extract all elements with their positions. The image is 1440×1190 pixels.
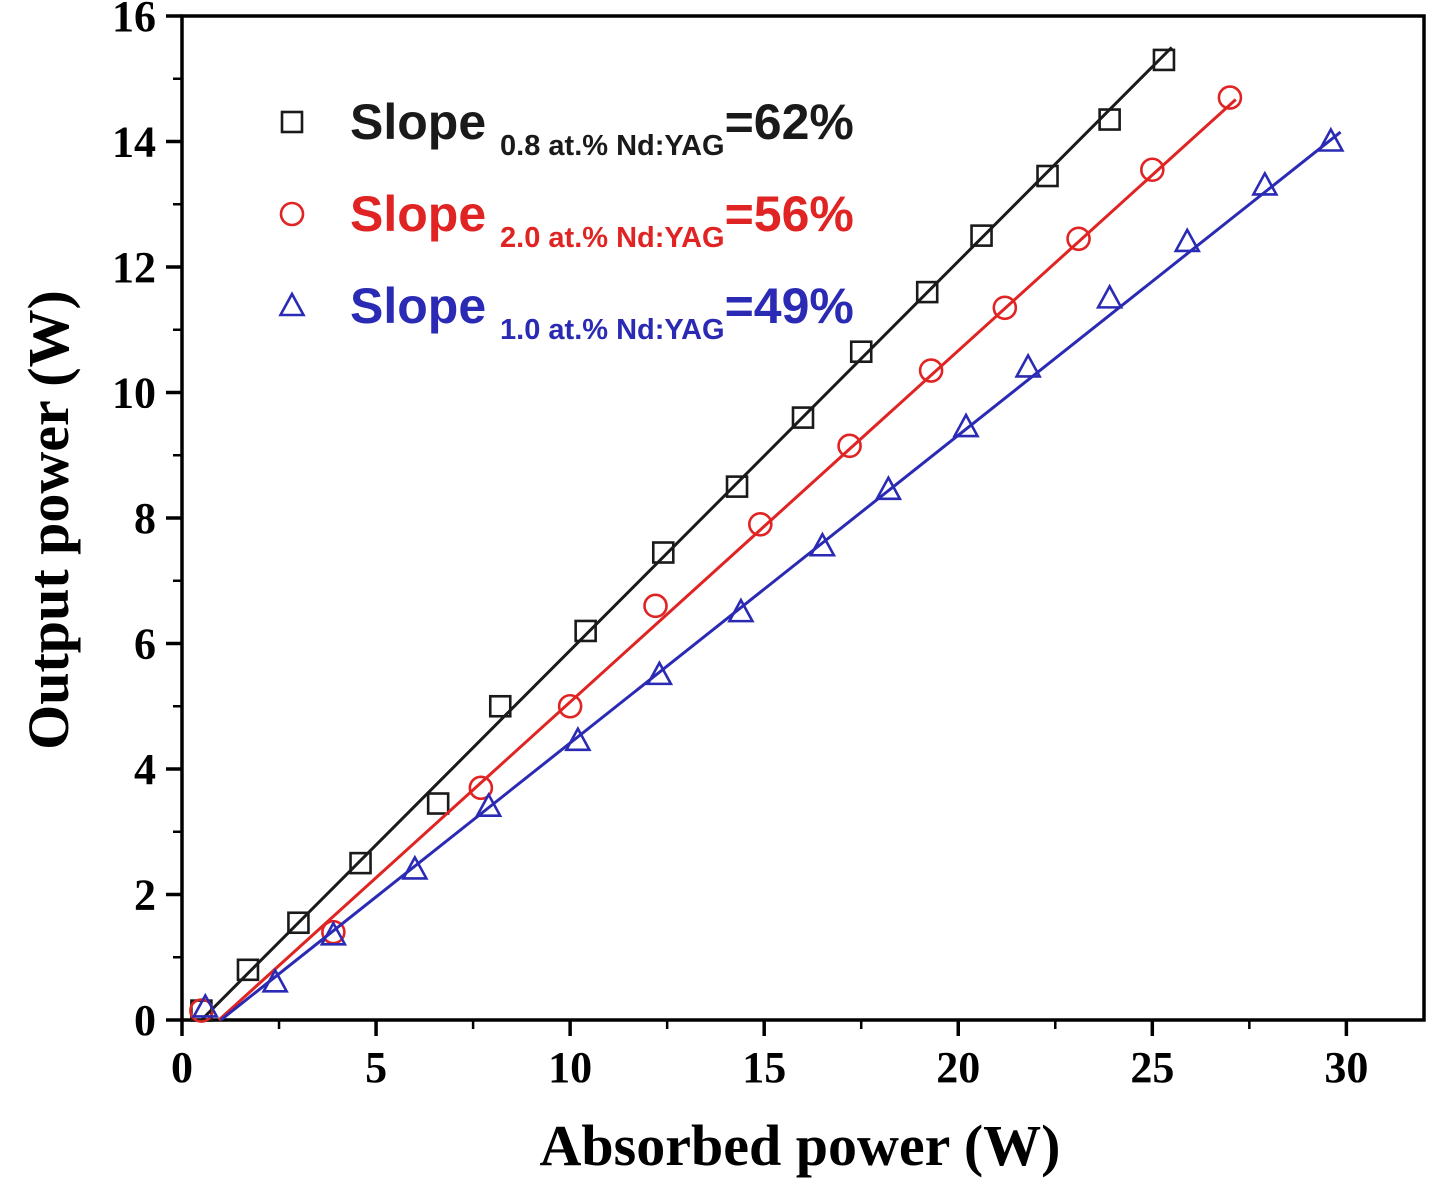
- x-tick-label: 20: [936, 1043, 980, 1092]
- triangle-marker: [1095, 283, 1124, 309]
- legend-entry: Slope 1.0 at.% Nd:YAG=49%: [278, 278, 854, 346]
- triangle-marker: [319, 920, 348, 946]
- triangle-marker: [401, 854, 429, 880]
- y-tick-label: 8: [134, 494, 156, 543]
- triangle-marker: [1251, 170, 1279, 196]
- fit-line: [200, 46, 1173, 1022]
- triangle-marker: [278, 291, 306, 317]
- triangle-marker: [191, 992, 219, 1018]
- fit-line: [217, 98, 1237, 1022]
- triangle-marker: [261, 967, 289, 993]
- square-marker: [574, 619, 597, 643]
- triangle-marker: [1014, 352, 1042, 378]
- triangle-marker: [1317, 126, 1345, 152]
- triangle-marker: [808, 531, 837, 557]
- legend-entry: Slope 0.8 at.% Nd:YAG=62%: [280, 94, 854, 162]
- circle-marker: [468, 775, 494, 801]
- square-marker: [488, 694, 512, 718]
- circle-marker: [918, 358, 944, 383]
- y-tick-label: 10: [112, 369, 156, 418]
- triangle-marker: [952, 412, 980, 438]
- circle-marker: [837, 433, 862, 459]
- square-marker: [280, 110, 304, 134]
- y-tick-label: 2: [134, 871, 156, 920]
- y-tick-label: 0: [134, 996, 156, 1045]
- triangle-marker: [727, 597, 755, 623]
- y-tick-label: 4: [134, 745, 156, 794]
- y-tick-label: 12: [112, 243, 156, 292]
- square-marker: [349, 851, 372, 875]
- circle-marker: [992, 295, 1018, 321]
- triangle-marker: [474, 791, 503, 817]
- circle-marker: [748, 511, 773, 537]
- triangle-marker: [874, 475, 903, 501]
- triangle-marker: [564, 726, 592, 752]
- square-marker: [849, 340, 873, 364]
- legend-entry: Slope 2.0 at.% Nd:YAG=56%: [279, 186, 854, 254]
- circle-marker: [1140, 157, 1165, 183]
- square-marker: [426, 792, 450, 815]
- y-tick-label: 16: [112, 0, 156, 41]
- square-marker: [651, 541, 675, 564]
- legend-text: Slope 1.0 at.% Nd:YAG=49%: [350, 278, 854, 346]
- square-marker: [915, 280, 939, 304]
- square-marker: [236, 958, 260, 982]
- plot-frame: [180, 14, 1426, 1022]
- square-marker: [287, 911, 310, 935]
- circle-marker: [1066, 226, 1091, 252]
- circle-marker: [1217, 85, 1243, 110]
- x-tick-label: 30: [1324, 1043, 1368, 1092]
- square-marker: [970, 224, 993, 247]
- square-marker: [791, 406, 815, 429]
- x-tick-label: 15: [742, 1043, 786, 1092]
- square-marker: [725, 475, 749, 498]
- series-triangle: [191, 126, 1345, 1022]
- legend-text: Slope 0.8 at.% Nd:YAG=62%: [350, 94, 854, 162]
- x-axis-label: Absorbed power (W): [539, 1113, 1061, 1178]
- circle-marker: [557, 693, 583, 719]
- x-tick-label: 10: [548, 1043, 592, 1092]
- triangle-marker: [645, 660, 674, 686]
- y-axis-label: Output power (W): [16, 290, 81, 750]
- circle-marker: [279, 201, 305, 227]
- y-tick-label: 6: [134, 620, 156, 669]
- square-marker: [1152, 48, 1176, 72]
- x-tick-label: 0: [171, 1043, 193, 1092]
- fit-line: [219, 130, 1342, 1022]
- square-marker: [1098, 108, 1121, 131]
- triangle-marker: [1173, 227, 1201, 253]
- series-square: [190, 46, 1176, 1022]
- x-tick-label: 5: [365, 1043, 387, 1092]
- legend-text: Slope 2.0 at.% Nd:YAG=56%: [350, 186, 854, 254]
- x-tick-label: 25: [1130, 1043, 1174, 1092]
- circle-marker: [643, 593, 668, 619]
- y-tick-label: 14: [112, 118, 156, 167]
- square-marker: [1036, 164, 1059, 188]
